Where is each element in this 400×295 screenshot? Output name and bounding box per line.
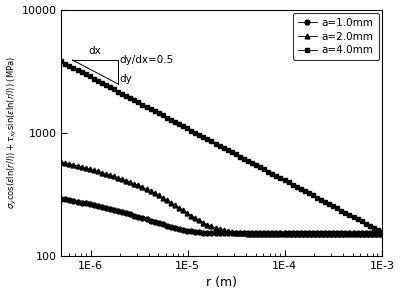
a=4.0mm (343, 211, 348, 214)
a=1.0mm (258, 231, 262, 235)
a=2.0mm (201, 221, 206, 224)
a=2.0mm (343, 232, 348, 236)
Legend: a=1.0mm, a=2.0mm, a=4.0mm: a=1.0mm, a=2.0mm, a=4.0mm (292, 13, 379, 60)
Line: a=2.0mm: a=2.0mm (59, 159, 384, 237)
a=1.0mm (270, 231, 275, 235)
Text: dy: dy (120, 74, 132, 84)
a=2.0mm (372, 232, 376, 236)
a=4.0mm (278, 176, 283, 180)
a=1.0mm (380, 231, 384, 234)
a=2.0mm (59, 160, 64, 163)
a=2.0mm (266, 232, 271, 236)
a=2.0mm (278, 232, 283, 236)
Text: dy/dx=0.5: dy/dx=0.5 (120, 55, 174, 65)
Line: a=4.0mm: a=4.0mm (59, 59, 384, 235)
X-axis label: r (m): r (m) (206, 276, 237, 289)
Text: dx: dx (89, 46, 101, 56)
a=1.0mm (347, 231, 352, 234)
a=2.0mm (380, 232, 384, 236)
a=4.0mm (254, 163, 258, 167)
a=2.0mm (254, 232, 258, 236)
a=1.0mm (201, 231, 206, 235)
a=4.0mm (59, 60, 64, 63)
a=1.0mm (221, 232, 226, 235)
a=2.0mm (250, 232, 254, 236)
a=4.0mm (380, 230, 384, 234)
a=4.0mm (201, 135, 206, 139)
a=1.0mm (59, 197, 64, 200)
a=4.0mm (266, 170, 271, 173)
a=1.0mm (282, 231, 287, 235)
Y-axis label: $\sigma_y\cos(\varepsilon\ln(r/l))+\tau_{xy}\sin(\varepsilon\ln(r/l))$ (MPa): $\sigma_y\cos(\varepsilon\ln(r/l))+\tau_… (6, 56, 19, 209)
a=4.0mm (250, 161, 254, 165)
a=1.0mm (254, 231, 258, 235)
Line: a=1.0mm: a=1.0mm (59, 196, 384, 236)
